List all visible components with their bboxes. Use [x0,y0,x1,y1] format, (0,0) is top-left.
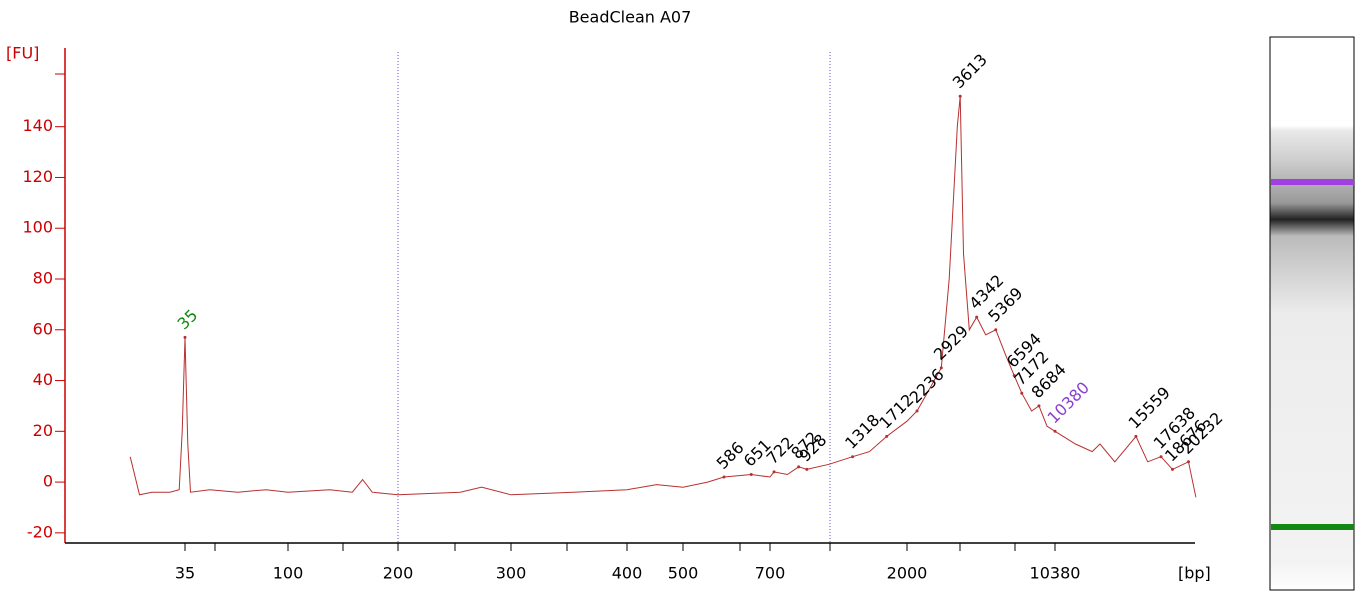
peak-point [851,455,855,459]
x-tick-label: 10380 [1030,564,1081,583]
peak-point [797,465,801,469]
x-tick-label: 2000 [887,564,928,583]
y-tick-label: 140 [22,116,53,135]
x-tick-label: 300 [496,564,527,583]
peak-point [772,470,776,474]
lane [1269,36,1355,591]
trace [129,96,1197,498]
y-tick-label: 100 [22,218,53,237]
peak-label: 35 [174,306,202,334]
peak-point [1037,404,1041,408]
peak-point [1170,467,1174,471]
peak-point [915,409,919,413]
x-axis-label: [bp] [1178,564,1211,583]
y-tick-label: 40 [33,370,53,389]
x-tick-label: 35 [175,564,195,583]
peak-point [958,94,962,98]
peak-point [1134,434,1138,438]
y-tick-label: 60 [33,319,53,338]
peak-point [885,434,889,438]
minor-ticks [214,543,1016,551]
y-tick-label: 0 [43,472,53,491]
peak-point [1186,460,1190,464]
y-tick-label: -20 [27,522,53,541]
peak-point [1159,455,1163,459]
y-tick-label: 80 [33,269,53,288]
gel-lane [1269,36,1355,591]
peak-point [183,335,187,339]
y-tick-label: 20 [33,421,53,440]
peak-point [749,472,753,476]
lower-marker-band [1271,524,1354,530]
y-axis-label: [FU] [6,44,39,63]
peak-point [1012,373,1016,377]
x-tick-label: 700 [755,564,786,583]
chart-title: BeadClean A07 [569,8,692,27]
peak-point [805,467,809,471]
x-tick-label: 500 [668,564,699,583]
x-tick-label: 100 [273,564,304,583]
x-tick-label: 400 [612,564,643,583]
y-tick-label: 120 [22,167,53,186]
peak-label: 3613 [949,50,991,92]
peak-label: 2236 [906,365,948,407]
peak-point [994,328,998,332]
peak-point [1020,391,1024,395]
peak-point [939,366,943,370]
peak-label: 2929 [930,322,972,364]
peak-point [975,315,979,319]
x-tick-label: 200 [383,564,414,583]
vertical-markers [397,52,831,543]
upper-marker-band [1271,179,1354,185]
peak-point [722,475,726,479]
peak-point [1053,429,1057,433]
